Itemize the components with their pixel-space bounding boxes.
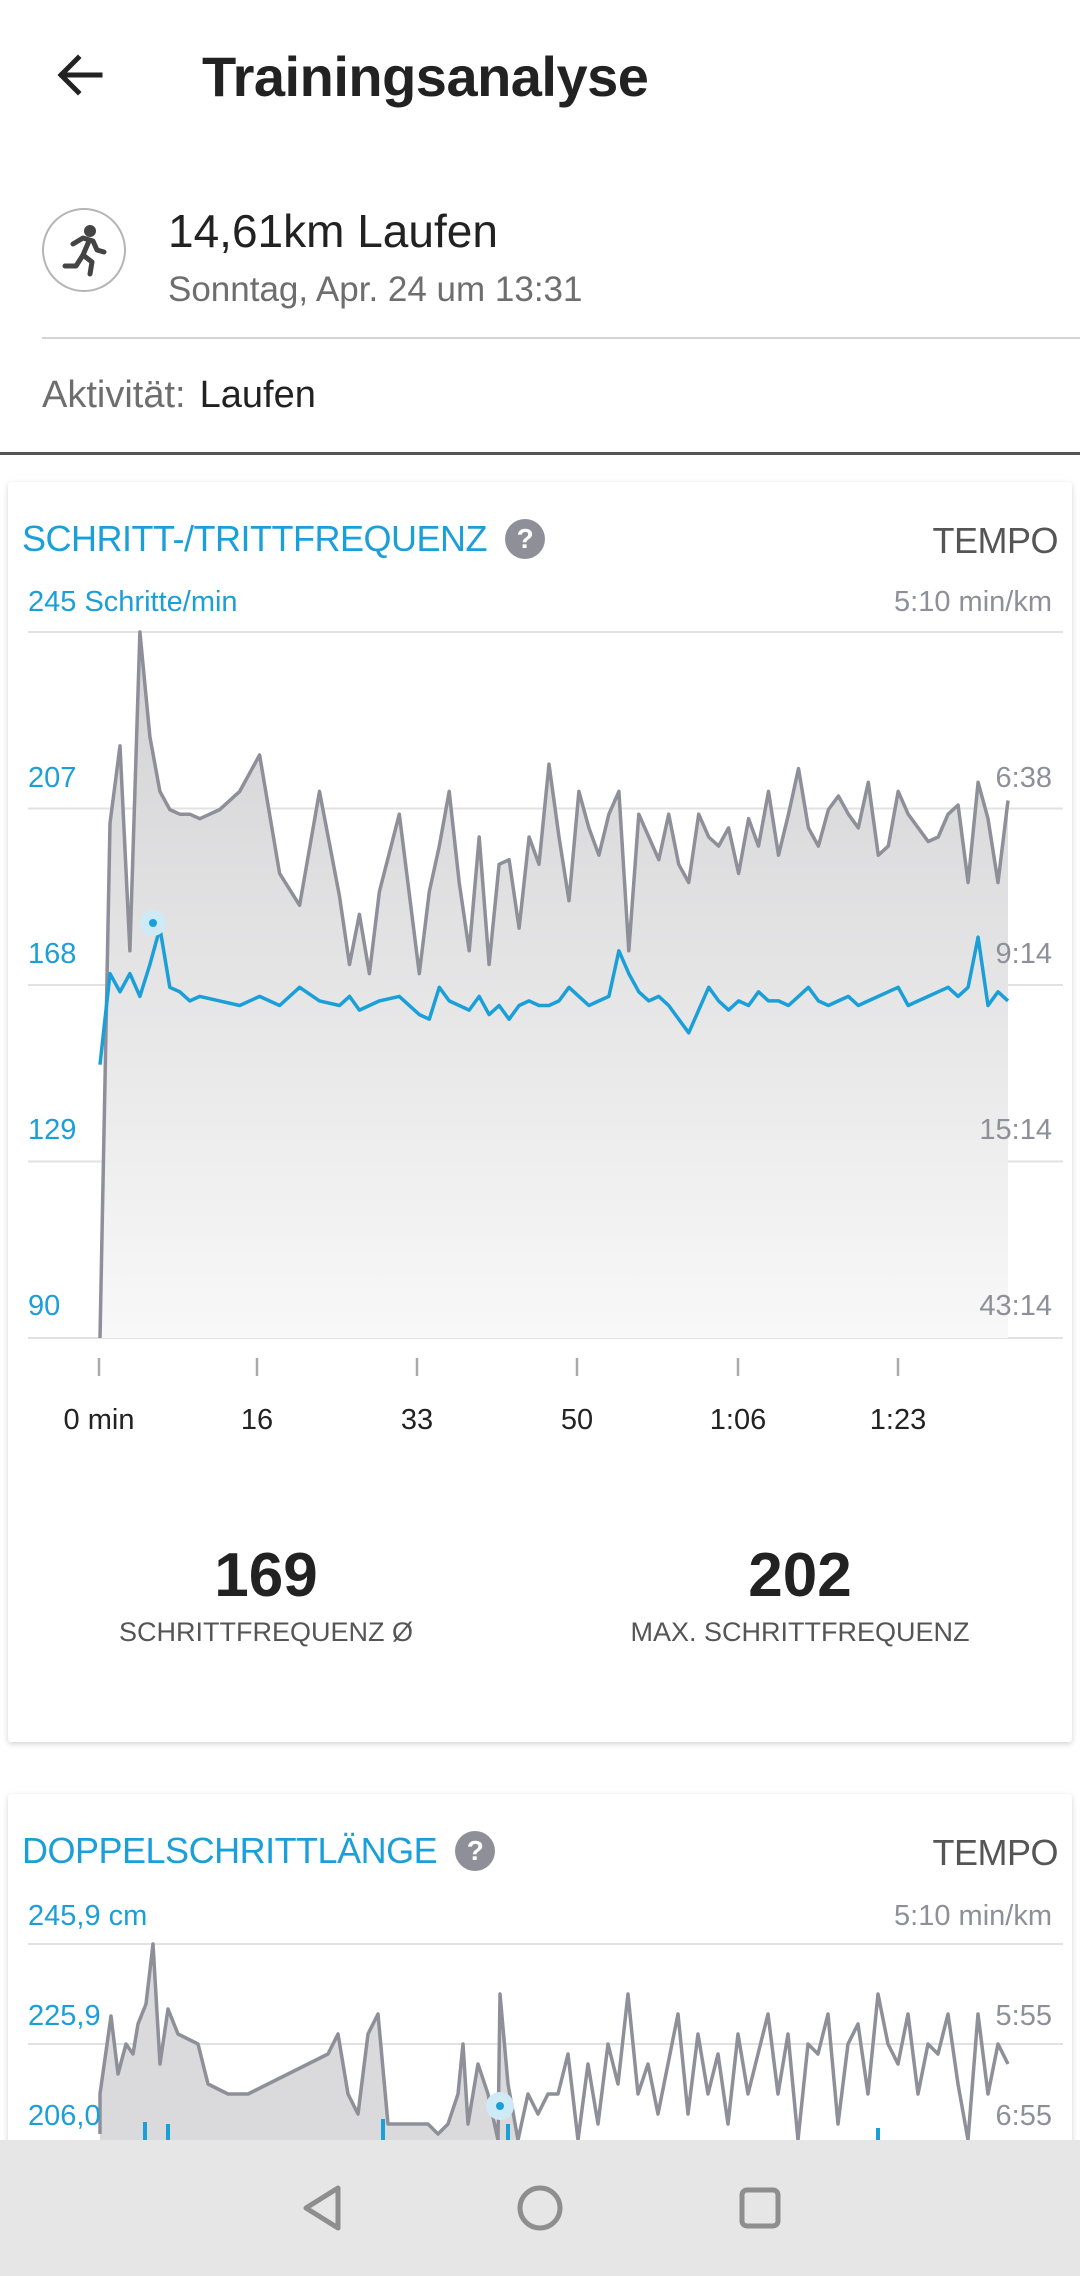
activity-summary: 14,61km Laufen Sonntag, Apr. 24 um 13:31 (0, 190, 1080, 340)
cadence-card: SCHRITT-/TRITTFREQUENZ ? TEMPO 245 Schri… (8, 482, 1072, 1742)
stride-line (143, 2119, 880, 2140)
y-left-label-1: 207 (28, 762, 77, 794)
activity-type-value: Laufen (199, 374, 316, 416)
activity-date: Sonntag, Apr. 24 um 13:31 (168, 270, 583, 309)
back-button[interactable] (40, 35, 120, 115)
stride-y-right-label-1: 5:55 (995, 2000, 1052, 2032)
stride-title: DOPPELSCHRITTLÄNGE ? (22, 1830, 496, 1872)
y-right-label-0: 5:10 min/km (894, 586, 1052, 618)
y-left-label-3: 129 (28, 1114, 77, 1146)
x-label-0: 0 min (63, 1404, 135, 1436)
y-right-label-3: 15:14 (979, 1114, 1052, 1146)
activity-title: 14,61km Laufen (168, 205, 498, 257)
max-cadence-label: MAX. SCHRITTFREQUENZ (630, 1617, 970, 1647)
x-label-2: 33 (400, 1404, 434, 1436)
stride-y-right-label-2: 6:55 (995, 2100, 1052, 2132)
divider (42, 337, 1080, 339)
avg-cadence-value: 169 (214, 1541, 318, 1610)
system-nav-bar (0, 2140, 1080, 2276)
pace-toggle[interactable]: TEMPO (932, 1832, 1058, 1873)
x-label-1: 16 (240, 1404, 274, 1436)
pace-toggle[interactable]: TEMPO (932, 520, 1058, 561)
stride-pace-area (100, 1944, 518, 2140)
nav-recent-button[interactable] (722, 2170, 798, 2246)
triangle-back-icon (303, 2185, 341, 2231)
x-label-3: 50 (560, 1404, 594, 1436)
nav-back-button[interactable] (284, 2170, 360, 2246)
question-circle-icon[interactable]: ? (504, 519, 545, 559)
x-label-4: 1:06 (709, 1404, 767, 1436)
stride-title-text: DOPPELSCHRITTLÄNGE (22, 1830, 438, 1871)
divider (0, 452, 1080, 455)
circle-home-icon (517, 2185, 563, 2231)
square-recent-icon (739, 2187, 781, 2229)
scrub-marker-dot (149, 919, 157, 927)
max-cadence-stat: 202 MAX. SCHRITTFREQUENZ (630, 1540, 969, 1648)
cadence-title: SCHRITT-/TRITTFREQUENZ ? (22, 518, 545, 560)
avg-cadence-label: SCHRITTFREQUENZ Ø (119, 1617, 413, 1647)
question-circle-icon[interactable]: ? (455, 1831, 496, 1871)
running-person-icon (42, 208, 126, 292)
page-title: Trainingsanalyse (202, 45, 649, 108)
y-right-label-2: 9:14 (995, 938, 1052, 970)
avg-cadence-stat: 169 SCHRITTFREQUENZ Ø (119, 1540, 413, 1648)
y-left-label-0: 245 Schritte/min (28, 586, 238, 618)
top-app-bar: Trainingsanalyse (0, 0, 1080, 160)
stride-chart[interactable] (8, 1794, 1072, 2140)
cadence-chart[interactable] (8, 482, 1072, 1482)
y-left-label-4: 90 (28, 1290, 61, 1322)
activity-type-label: Aktivität: (42, 374, 186, 416)
stride-y-left-label-2: 206,0 (28, 2100, 101, 2132)
cadence-title-text: SCHRITT-/TRITTFREQUENZ (22, 518, 487, 559)
arrow-left-icon (57, 54, 103, 96)
y-right-label-1: 6:38 (995, 762, 1052, 794)
scrub-marker-dot (496, 2102, 504, 2110)
max-cadence-value: 202 (748, 1541, 852, 1610)
y-left-label-2: 168 (28, 938, 77, 970)
stride-y-right-label-0: 5:10 min/km (894, 1900, 1052, 1932)
cadence-line (98, 926, 1010, 1065)
stride-pace-line (98, 1942, 1010, 2140)
pace-line (98, 630, 1010, 1339)
stride-y-left-label-1: 225,9 (28, 2000, 101, 2032)
stride-y-left-label-0: 245,9 cm (28, 1900, 148, 1932)
pace-area (100, 632, 1008, 1338)
y-right-label-4: 43:14 (979, 1290, 1052, 1322)
x-label-5: 1:23 (869, 1404, 927, 1436)
activity-type-row[interactable]: Aktivität: Laufen (42, 374, 316, 434)
nav-home-button[interactable] (502, 2170, 578, 2246)
